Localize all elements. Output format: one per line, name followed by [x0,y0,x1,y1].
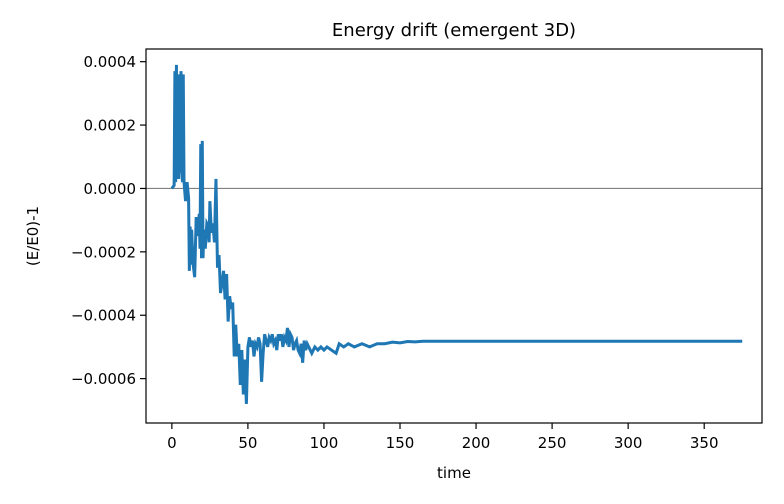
x-tick-label: 350 [690,434,719,452]
y-tick-label: 0.0002 [84,117,137,135]
x-axis-label: time [437,464,471,482]
y-axis-ticks: 0.0004 0.0002 0.0000 −0.0002 −0.0004 −0.0006 [71,53,146,388]
y-tick-label: −0.0006 [71,370,136,388]
y-axis-label: (E/E0)-1 [24,206,42,266]
x-axis-ticks: 0 50 100 150 200 250 300 350 [167,423,719,452]
y-tick-label: 0.0004 [84,53,137,71]
series-line-1 [170,64,743,405]
x-tick-label: 200 [462,434,491,452]
x-tick-label: 0 [167,434,177,452]
plot-frame [145,48,763,424]
x-tick-label: 50 [238,434,257,452]
chart-title: Energy drift (emergent 3D) [332,20,576,41]
y-tick-label: −0.0004 [71,307,136,325]
x-tick-label: 100 [310,434,339,452]
x-tick-label: 250 [538,434,567,452]
x-tick-label: 150 [386,434,415,452]
y-tick-label: 0.0000 [84,180,137,198]
x-tick-label: 300 [614,434,643,452]
plot-area [145,48,763,424]
y-tick-label: −0.0002 [71,243,136,261]
